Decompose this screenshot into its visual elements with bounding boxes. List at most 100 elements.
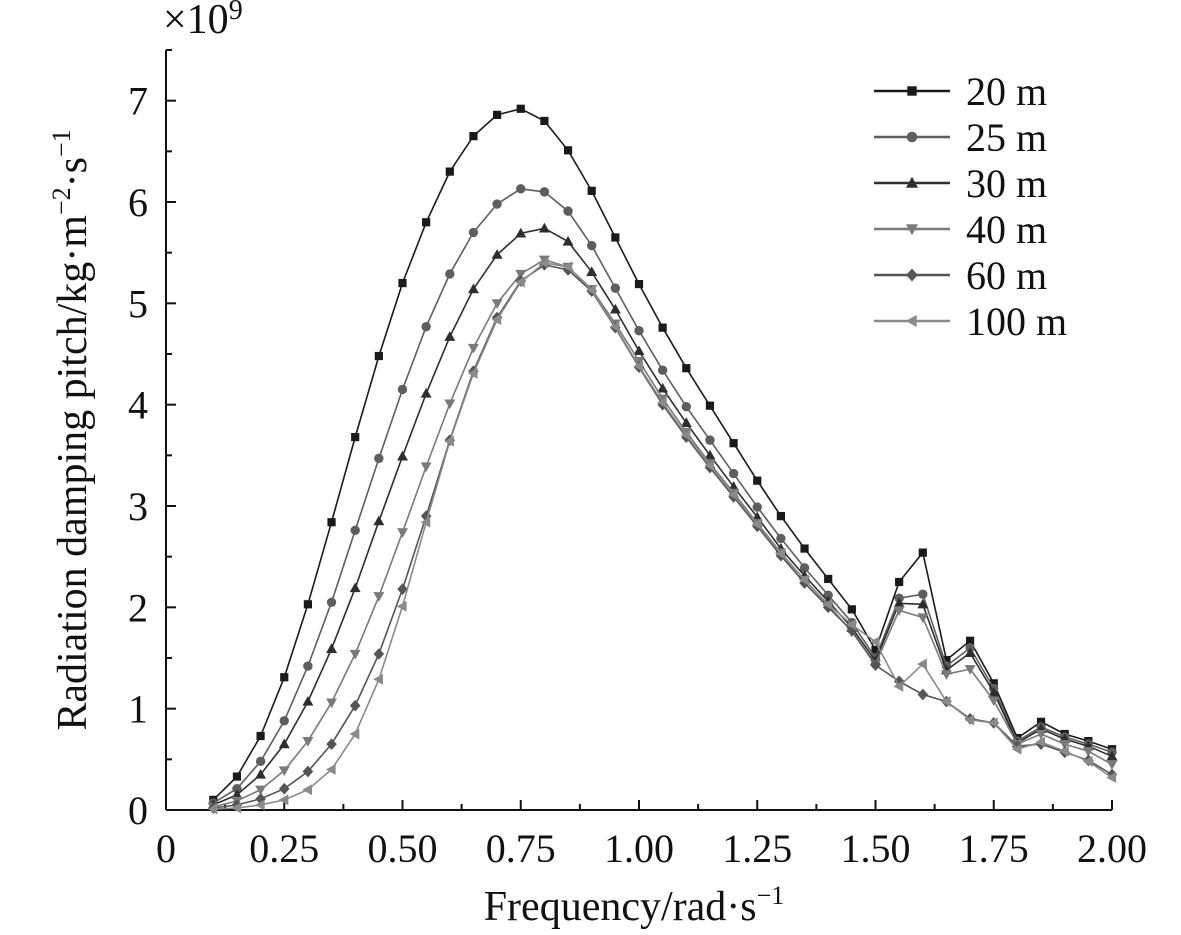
x-axis-title-main: Frequency/rad·s [484, 884, 757, 930]
data-point [1035, 736, 1046, 748]
data-point [374, 453, 384, 464]
data-point [609, 321, 620, 333]
legend-label: 25 m [966, 115, 1047, 160]
data-point [302, 736, 314, 747]
data-point [327, 518, 336, 527]
data-point [373, 515, 385, 526]
x-tick-label: 0.75 [486, 826, 556, 871]
data-point [893, 606, 905, 616]
y-multiplier-exponent: 9 [229, 0, 243, 26]
data-point [467, 367, 478, 379]
y-tick-label: 6 [128, 180, 148, 225]
data-point [869, 636, 880, 648]
data-point [658, 323, 667, 332]
data-point [445, 167, 454, 176]
data-point [940, 670, 952, 680]
data-point [255, 785, 267, 796]
data-point [1082, 755, 1093, 767]
data-point [563, 206, 573, 216]
data-point [303, 600, 312, 609]
data-point [302, 784, 312, 796]
data-point [633, 345, 645, 356]
data-point [1082, 747, 1094, 757]
x-tick-label: 1.00 [604, 826, 674, 871]
data-point [492, 199, 502, 209]
data-point [729, 439, 738, 448]
data-point [918, 589, 928, 599]
data-point [586, 284, 596, 296]
data-point [1106, 750, 1118, 761]
data-point [800, 544, 809, 553]
data-point [374, 351, 383, 361]
data-point [349, 699, 361, 712]
data-point [444, 331, 456, 341]
data-point [704, 460, 715, 471]
data-point [727, 489, 738, 501]
data-point [278, 738, 290, 749]
data-point [776, 533, 786, 544]
data-point [468, 227, 479, 238]
data-point [586, 266, 598, 277]
data-point [420, 462, 432, 473]
data-point [964, 647, 976, 658]
series-25m [208, 184, 1117, 808]
x-tick-label: 2.00 [1077, 826, 1147, 871]
legend-marker [905, 224, 919, 236]
y-axis-title-sup2: −1 [47, 129, 76, 157]
legend-label: 100 m [966, 299, 1067, 344]
legend-item: 20 m [874, 69, 1047, 114]
data-point [420, 387, 432, 398]
y-tick-label: 3 [128, 484, 148, 529]
data-point [681, 401, 691, 412]
legend-label: 30 m [966, 161, 1047, 206]
y-axis-title: Radiation damping pitch/kg·m−2·s−1 [47, 129, 96, 730]
data-point [917, 658, 927, 670]
x-axis-title-sup: −1 [757, 881, 785, 910]
data-point [467, 283, 479, 294]
y-multiplier-base: ×10 [163, 0, 229, 43]
series-line [213, 261, 1113, 810]
x-tick-label: 0 [156, 826, 176, 871]
data-point [752, 502, 762, 512]
data-point [634, 279, 644, 289]
data-point [824, 574, 833, 584]
legend-label: 40 m [966, 207, 1047, 252]
x-axis-title: Frequency/rad·s−1 [484, 881, 785, 930]
data-point [988, 696, 1000, 707]
legend-label: 20 m [966, 69, 1047, 114]
data-point [1059, 745, 1069, 757]
data-point [657, 397, 667, 409]
data-point [420, 516, 431, 528]
data-point [704, 449, 716, 460]
data-point [964, 714, 975, 726]
data-point [397, 528, 408, 538]
data-point [207, 803, 218, 815]
data-point [775, 548, 785, 560]
data-point [397, 384, 408, 395]
x-tick-label: 1.25 [722, 826, 792, 871]
data-point [326, 643, 338, 653]
y-ticks: 0 1 2 3 4 5 6 7 [128, 49, 176, 833]
data-point [278, 766, 290, 777]
y-axis-title-sup1: −2 [47, 187, 76, 215]
data-point [255, 756, 266, 767]
data-point [1011, 743, 1022, 755]
data-point [422, 218, 431, 227]
data-point [728, 468, 739, 479]
data-point [373, 592, 385, 602]
data-point [705, 435, 715, 445]
data-point [421, 321, 431, 332]
data-point [538, 222, 550, 233]
data-point [373, 648, 385, 660]
data-point [516, 184, 526, 194]
data-point [1035, 729, 1047, 740]
legend-marker [905, 314, 917, 328]
data-point [326, 597, 337, 607]
data-point [325, 764, 336, 775]
data-point [397, 583, 408, 595]
x-tick-label: 1.75 [959, 826, 1029, 871]
series-group [207, 104, 1118, 815]
data-point [562, 235, 574, 246]
legend-marker [907, 86, 917, 96]
data-point [515, 227, 527, 238]
